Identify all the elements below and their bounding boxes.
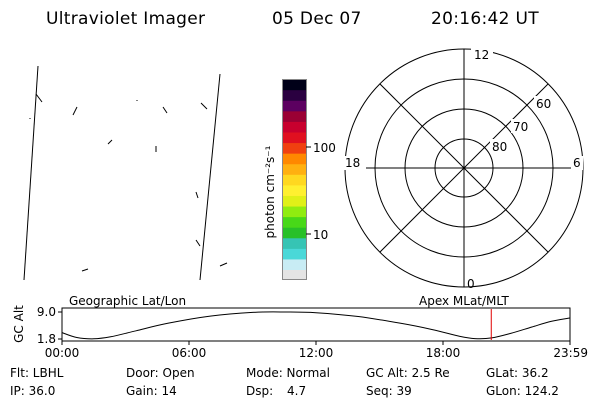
status-ip: IP: 36.0 [10,384,56,398]
colorbar-swatch [282,216,307,228]
orbit-left-label: Geographic Lat/Lon [69,294,187,308]
status-dsp-label: Dsp: [246,384,274,398]
y-tick-label: 1.8 [37,332,56,346]
colorbar-swatch [282,110,307,122]
colorbar-swatch [282,79,307,91]
status-gc-alt: GC Alt: 2.5 Re [366,366,450,380]
colorbar-swatch [282,205,307,218]
colorbar-swatch [282,258,307,271]
polar-label-18: 18 [345,156,360,170]
polar-mlt-plot: 12 18 6 0 60 70 80 [344,48,584,289]
colorbar-border [282,79,307,280]
polar-label-60: 60 [536,97,551,111]
x-tick-label: 06:00 [172,346,207,360]
color-scale-bar [282,79,307,280]
coastline-fragments [29,93,228,272]
status-seq: Seq: 39 [366,384,412,398]
geo-limb-left [23,65,39,281]
colorbar-swatch [282,100,307,112]
status-flt: Flt: LBHL [10,366,64,380]
x-tick-label: 12:00 [299,346,334,360]
polar-label-6: 6 [573,156,581,170]
polar-label-0: 0 [467,277,475,289]
date-label: 05 Dec 07 [272,9,362,29]
colorbar-swatch [282,269,307,280]
status-glon: GLon: 124.2 [486,384,559,398]
geo-limb-right [199,73,221,281]
colorbar-swatch [282,153,307,165]
colorbar-swatch [282,237,307,249]
colorbar-tick-100: 100 [313,141,336,155]
instrument-title: Ultraviolet Imager [46,9,206,29]
colorbar-swatch [282,121,307,133]
polar-label-12: 12 [474,48,489,62]
polar-label-80: 80 [492,140,507,154]
polar-label-70: 70 [513,120,528,134]
orbit-altitude-chart: 9.0 1.8 00:00 06:00 12:00 18:00 23:59 [37,305,588,360]
polar-diagonal-b [379,83,549,253]
colorbar-swatch [282,142,307,154]
colorbar-swatch [282,227,307,239]
x-tick-label: 23:59 [553,346,588,360]
geographic-image-panel [23,65,228,281]
colorbar-swatch [282,89,307,101]
colorbar-ticks [306,146,311,235]
colorbar-swatch [282,131,307,144]
x-tick-label: 00:00 [45,346,80,360]
status-glat: GLat: 36.2 [486,366,549,380]
status-door: Door: Open [126,366,195,380]
colorbar-swatch [282,174,307,186]
series-gc-alt-line [61,311,570,340]
status-gain: Gain: 14 [126,384,177,398]
time-label: 20:16:42 UT [431,9,539,29]
status-dsp-value: 4.7 [287,384,307,398]
status-mode: Mode: Normal [246,366,330,380]
x-tick-label: 18:00 [426,346,461,360]
colorbar-swatch [282,195,307,207]
y-tick-label: 9.0 [37,305,56,319]
colorbar-swatch [282,163,307,175]
colorbar-swatch [282,248,307,260]
orbit-right-label: Apex MLat/MLT [419,294,509,308]
colorbar-swatch [282,184,307,196]
colorbar-tick-10: 10 [313,228,329,242]
colorbar-unit-label: photon cm⁻²s⁻¹ [263,145,277,239]
